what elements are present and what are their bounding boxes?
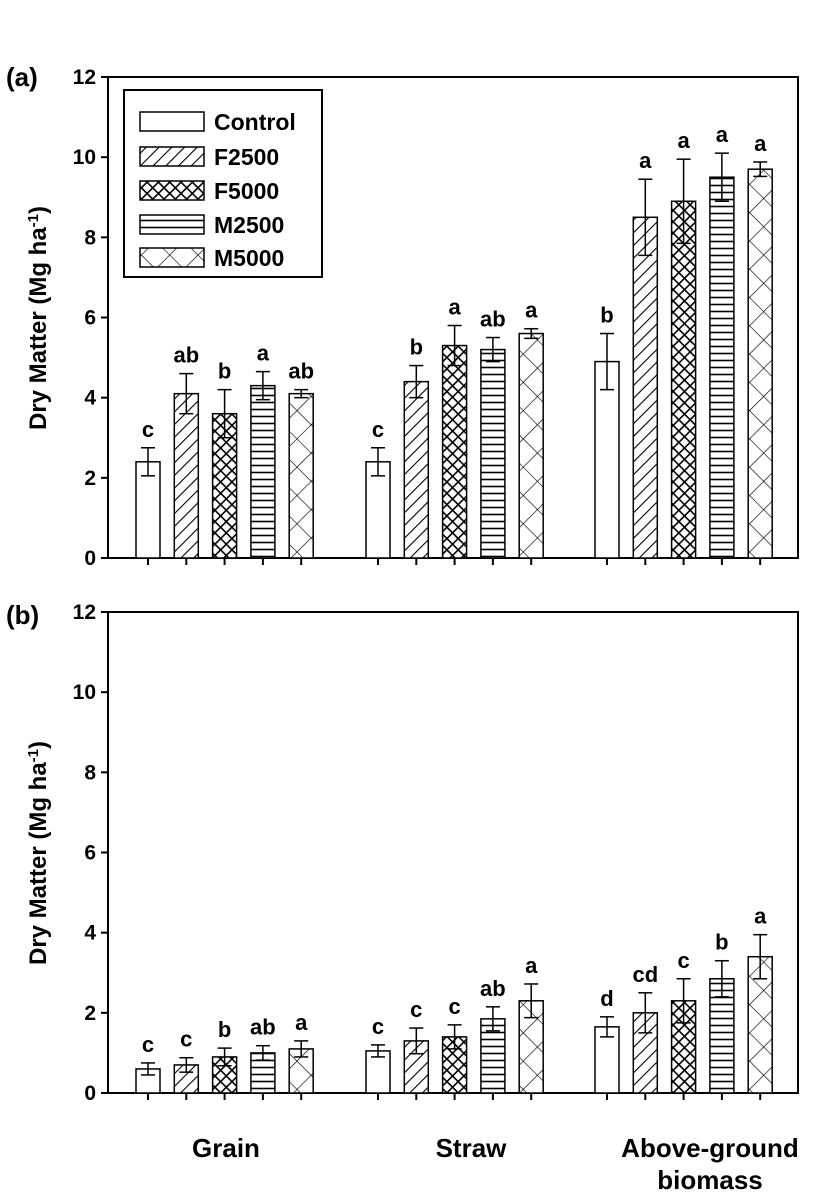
significance-letter: b xyxy=(410,335,423,360)
legend-swatch-m2500 xyxy=(139,214,205,235)
bar xyxy=(365,461,391,559)
significance-letter: a xyxy=(525,953,538,978)
panel-a-y-axis-label-close: ) xyxy=(25,206,52,214)
bar xyxy=(250,384,276,559)
category-label: Grain xyxy=(192,1133,260,1163)
legend-label-f5000: F5000 xyxy=(214,178,279,204)
bar xyxy=(632,216,659,559)
significance-letter: c xyxy=(448,994,460,1019)
significance-letter: c xyxy=(180,1027,192,1052)
panel-b-x-ticks xyxy=(147,1093,762,1100)
significance-letter: a xyxy=(754,904,767,929)
significance-letter: ab xyxy=(173,343,199,368)
y-tick-label: 2 xyxy=(84,467,96,490)
bar xyxy=(365,1050,391,1094)
panel-a-y-axis-label-text: Dry Matter (Mg ha xyxy=(25,227,52,430)
legend-swatch-control xyxy=(139,111,205,132)
category-labels: Grain Straw Above-ground biomass xyxy=(192,1133,799,1195)
legend-swatch-f5000 xyxy=(139,180,205,201)
significance-letter: b xyxy=(715,930,728,955)
y-tick-label: 4 xyxy=(84,387,96,410)
legend-label-m2500: M2500 xyxy=(214,212,284,238)
legend-item-control: Control xyxy=(139,109,296,135)
category-label: Straw xyxy=(436,1133,508,1163)
y-tick-label: 6 xyxy=(84,307,96,330)
significance-letter: ab xyxy=(288,359,314,384)
bar xyxy=(747,168,773,559)
legend-label-m5000: M5000 xyxy=(214,245,284,271)
legend: Control F2500 F5000 M2500 M5000 xyxy=(123,89,323,278)
bar xyxy=(288,392,314,559)
panel-b-y-axis-label-text: Dry Matter (Mg ha xyxy=(25,762,52,965)
panel-b-y-ticks: 0 2 4 6 8 10 12 xyxy=(73,601,108,1105)
y-tick-label: 6 xyxy=(84,842,96,865)
bar xyxy=(173,392,200,559)
y-tick-label: 10 xyxy=(73,681,96,704)
y-tick-label: 12 xyxy=(73,66,96,89)
significance-letter: b xyxy=(218,359,231,384)
legend-item-f5000: F5000 xyxy=(139,178,279,204)
bar xyxy=(518,332,544,559)
bar xyxy=(518,1000,544,1094)
significance-letter: c xyxy=(410,997,422,1022)
significance-letter: a xyxy=(716,122,729,147)
significance-letter: a xyxy=(448,295,461,320)
significance-letter: b xyxy=(600,303,613,328)
legend-label-f2500: F2500 xyxy=(214,144,279,170)
panel-a-y-axis-label-sup: -1 xyxy=(25,214,42,227)
panel-b-label: (b) xyxy=(6,600,39,630)
significance-letter: a xyxy=(525,298,538,323)
significance-letter: a xyxy=(639,148,652,173)
bar xyxy=(709,176,735,559)
significance-letter: c xyxy=(677,948,689,973)
significance-letter: c xyxy=(142,417,154,442)
panel-b-y-axis-label: Dry Matter (Mg ha-1) xyxy=(25,741,53,965)
legend-item-f2500: F2500 xyxy=(139,144,279,170)
bar xyxy=(670,200,697,559)
category-label: Above-ground biomass xyxy=(621,1133,799,1195)
significance-letter: c xyxy=(372,1014,384,1039)
y-tick-label: 2 xyxy=(84,1002,96,1025)
significance-letter: d xyxy=(600,986,613,1011)
significance-letter: c xyxy=(372,417,384,442)
significance-letter: a xyxy=(754,131,767,156)
legend-item-m2500: M2500 xyxy=(139,212,284,238)
legend-label-control: Control xyxy=(214,109,296,135)
y-tick-label: 10 xyxy=(73,146,96,169)
panel-a-label: (a) xyxy=(6,62,38,92)
significance-letter: a xyxy=(677,128,690,153)
significance-letter: a xyxy=(295,1010,308,1035)
y-tick-label: 8 xyxy=(84,226,96,249)
legend-swatch-m5000 xyxy=(139,247,205,268)
legend-swatch-f2500 xyxy=(139,146,205,167)
panel-a-x-ticks xyxy=(147,558,762,565)
significance-letter: a xyxy=(257,341,270,366)
bar xyxy=(441,344,468,559)
y-tick-label: 4 xyxy=(84,922,96,945)
bar xyxy=(594,360,620,559)
panel-a-y-ticks: 0 2 4 6 8 10 12 xyxy=(73,66,108,570)
significance-letter: cd xyxy=(632,962,658,987)
bar xyxy=(403,380,430,559)
y-tick-label: 8 xyxy=(84,761,96,784)
panel-b-y-axis-label-close: ) xyxy=(25,741,52,749)
panel-a-y-axis-label: Dry Matter (Mg ha-1) xyxy=(25,206,53,430)
bar xyxy=(480,348,506,559)
bar xyxy=(135,461,161,559)
significance-letter: ab xyxy=(480,307,506,332)
significance-letter: ab xyxy=(250,1015,276,1040)
panel-b-y-axis-label-sup: -1 xyxy=(25,749,42,762)
y-tick-label: 0 xyxy=(84,1082,96,1105)
significance-letter: ab xyxy=(480,976,506,1001)
significance-letter: c xyxy=(142,1032,154,1057)
significance-letter: b xyxy=(218,1017,231,1042)
y-tick-label: 12 xyxy=(73,601,96,624)
legend-item-m5000: M5000 xyxy=(139,245,284,271)
y-tick-label: 0 xyxy=(84,547,96,570)
